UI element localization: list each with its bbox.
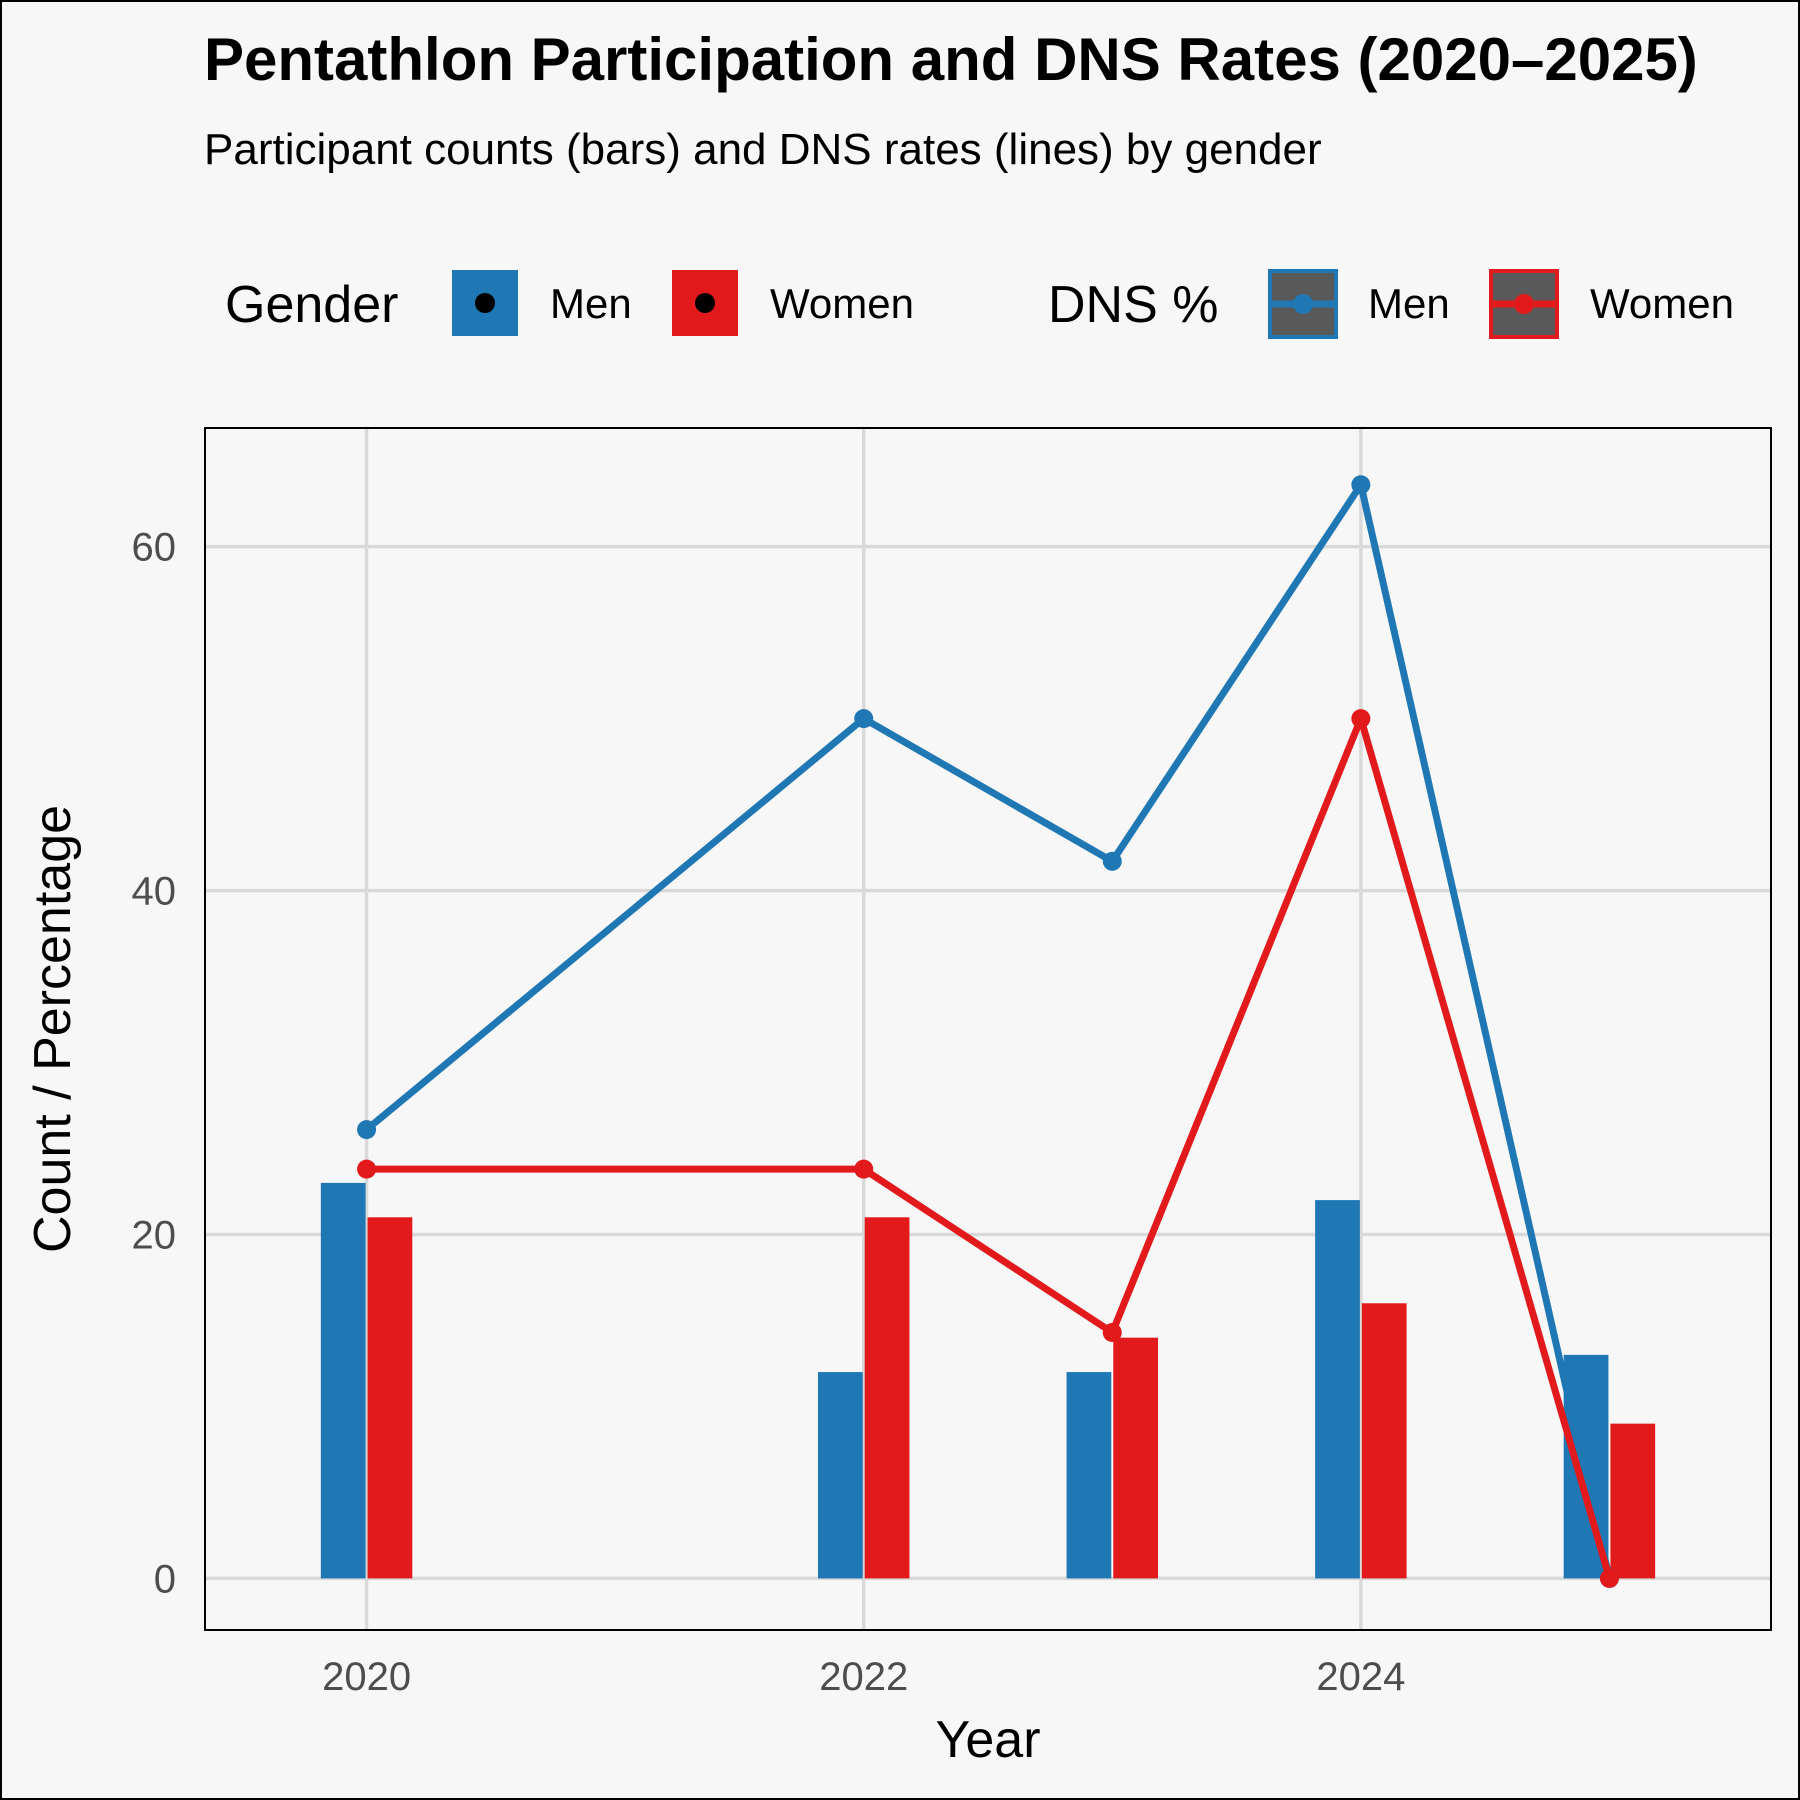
y-axis-title: Count / Percentage: [24, 805, 82, 1253]
legend-key-dot-men: [475, 293, 495, 313]
legend-title-dns: DNS %: [1048, 276, 1218, 334]
bar-women-2024: [1361, 1303, 1407, 1579]
plot-panel-border: [204, 427, 1772, 1631]
y-tick-label: 0: [154, 1557, 176, 1601]
dns-point-women-2024: [1351, 709, 1371, 729]
legend-title-gender: Gender: [225, 276, 398, 334]
legend-label-line-men: Men: [1368, 280, 1450, 327]
legend-key-dot-women: [695, 293, 715, 313]
y-tick-label: 40: [132, 870, 177, 914]
x-tick-label: 2024: [1316, 1655, 1405, 1699]
y-tick-label: 60: [132, 526, 177, 570]
x-axis-ticks: 2020 2022 2024: [322, 1655, 1405, 1699]
bar-men-2023: [1066, 1372, 1112, 1579]
bar-men-2020: [320, 1182, 366, 1579]
legend-label-line-women: Women: [1590, 280, 1734, 327]
dns-point-men-2020: [357, 1120, 377, 1140]
legend-label-bar-men: Men: [550, 280, 632, 327]
x-tick-label: 2022: [819, 1655, 908, 1699]
x-axis-title: Year: [935, 1711, 1040, 1769]
bar-men-2024: [1315, 1200, 1360, 1579]
dns-point-women-2023: [1102, 1323, 1122, 1343]
y-tick-label: 20: [132, 1213, 177, 1257]
chart-subtitle: Participant counts (bars) and DNS rates …: [204, 125, 1322, 174]
legend-key-line-men: [1268, 269, 1338, 339]
bars: [320, 1182, 1656, 1579]
bar-women-2020: [367, 1217, 413, 1579]
dns-point-men-2024: [1351, 475, 1371, 495]
dns-point-men-2023: [1102, 851, 1122, 871]
legend: Gender Men Women DNS % Men Women: [225, 269, 1734, 339]
dns-point-women-2022: [854, 1159, 874, 1179]
bar-women-2023: [1113, 1337, 1159, 1579]
dns-point-women-2025: [1599, 1568, 1619, 1588]
bar-women-2022: [864, 1217, 910, 1579]
y-axis-ticks: 0 20 40 60: [132, 526, 177, 1602]
x-tick-label: 2020: [322, 1655, 411, 1699]
dns-lines: [357, 475, 1619, 1588]
chart-title: Pentathlon Participation and DNS Rates (…: [204, 26, 1698, 93]
bar-women-2025: [1610, 1423, 1656, 1579]
legend-key-line-women: [1489, 269, 1559, 339]
dns-point-women-2020: [357, 1159, 377, 1179]
dns-point-men-2022: [854, 709, 874, 729]
bar-men-2022: [817, 1372, 863, 1579]
legend-label-bar-women: Women: [770, 280, 914, 327]
